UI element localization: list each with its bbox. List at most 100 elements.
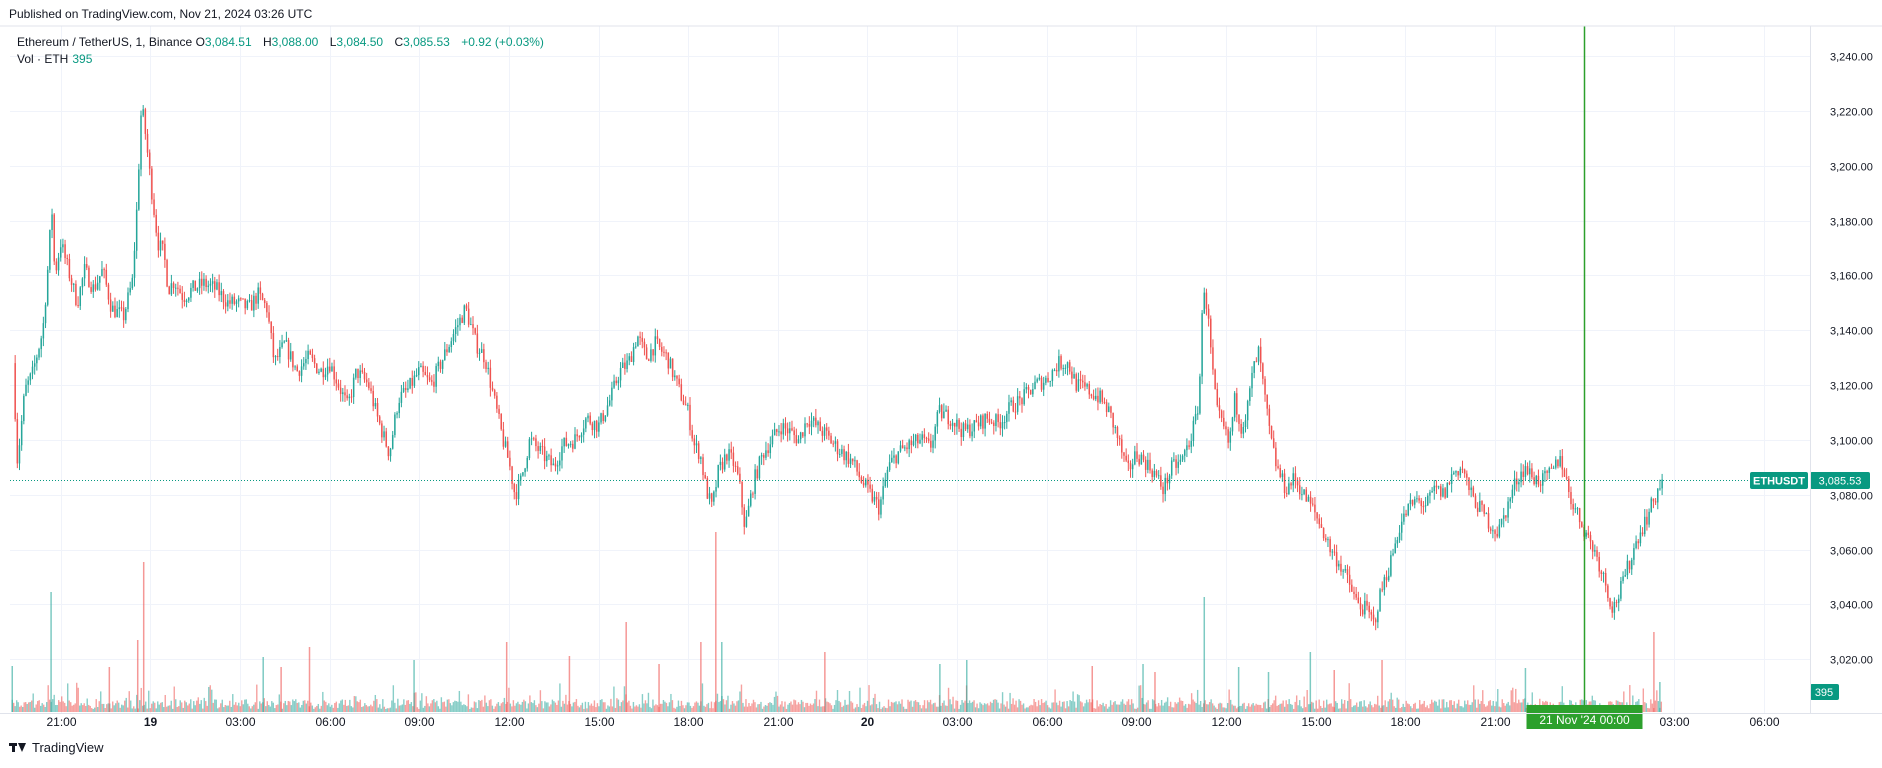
candle-body bbox=[1292, 473, 1294, 486]
volume-bar bbox=[1654, 700, 1657, 712]
candle-body bbox=[1244, 420, 1247, 427]
candle-body bbox=[639, 336, 641, 338]
volume-bar bbox=[1354, 705, 1356, 712]
candle-body bbox=[756, 469, 759, 479]
candle-body bbox=[1628, 560, 1631, 570]
volume-bar bbox=[56, 704, 58, 712]
volume-bar bbox=[385, 708, 387, 712]
volume-bar bbox=[130, 700, 132, 712]
candle-body bbox=[977, 422, 980, 427]
candle-body bbox=[1338, 563, 1340, 567]
candle-body bbox=[1019, 396, 1021, 399]
volume-bar bbox=[1369, 701, 1371, 712]
candle-body bbox=[23, 395, 25, 422]
candle-body bbox=[1307, 496, 1310, 502]
candle-body bbox=[533, 438, 535, 440]
candle-body bbox=[1262, 363, 1264, 379]
volume-bar bbox=[673, 707, 675, 712]
volume-bar bbox=[38, 700, 40, 712]
volume-bar bbox=[49, 699, 51, 712]
candle-body bbox=[1095, 395, 1097, 400]
volume-bar bbox=[746, 706, 749, 712]
candle-body bbox=[921, 434, 923, 440]
volume-bars bbox=[11, 532, 1663, 712]
candle-body bbox=[964, 423, 967, 430]
volume-bar bbox=[1274, 695, 1277, 712]
candle-body bbox=[582, 428, 585, 435]
candle-body bbox=[263, 299, 266, 304]
volume-bar bbox=[203, 697, 205, 712]
y-tick-label: 3,100.00 bbox=[1830, 436, 1873, 448]
volume-bar bbox=[433, 699, 435, 712]
candle-body bbox=[914, 434, 917, 442]
candle-body bbox=[1565, 476, 1568, 479]
candle-body bbox=[1587, 532, 1590, 536]
candle-body bbox=[747, 505, 750, 517]
candle-body bbox=[611, 387, 613, 401]
candle-body bbox=[1238, 414, 1240, 424]
volume-bar bbox=[226, 705, 228, 712]
volume-bar bbox=[442, 702, 444, 712]
volume-bar bbox=[980, 703, 983, 712]
candle-body bbox=[997, 414, 999, 423]
candle-body bbox=[1088, 384, 1091, 395]
candle-body bbox=[1207, 308, 1210, 319]
candle-body bbox=[543, 446, 546, 462]
volume-bar bbox=[1259, 704, 1262, 712]
candle-body bbox=[159, 240, 162, 251]
candle-body bbox=[411, 378, 414, 386]
candle-body bbox=[604, 415, 607, 421]
volume-bar bbox=[1256, 704, 1259, 712]
volume-bar bbox=[1407, 703, 1409, 712]
volume-bar bbox=[17, 702, 19, 712]
volume-bar bbox=[1241, 703, 1244, 712]
volume-bar bbox=[454, 700, 456, 712]
volume-bar bbox=[1425, 707, 1427, 712]
candle-body bbox=[1164, 477, 1166, 495]
volume-bar bbox=[415, 692, 417, 712]
volume-bar bbox=[250, 708, 252, 712]
volume-bar bbox=[275, 705, 277, 712]
volume-bar bbox=[665, 702, 668, 712]
volume-bar bbox=[592, 705, 594, 712]
candle-body bbox=[825, 427, 828, 431]
candle-body bbox=[606, 405, 609, 416]
volume-bar bbox=[482, 706, 485, 712]
volume-bar bbox=[446, 699, 449, 712]
symbol-title[interactable]: Ethereum / TetherUS, 1, Binance bbox=[17, 35, 193, 49]
candle-body bbox=[1555, 459, 1557, 468]
volume-bar bbox=[494, 706, 497, 712]
candle-body bbox=[927, 438, 930, 441]
volume-bar bbox=[713, 702, 716, 712]
volume-label[interactable]: Vol · ETH bbox=[17, 52, 69, 66]
candle-body bbox=[678, 378, 680, 385]
candle-body bbox=[133, 250, 136, 278]
volume-bar bbox=[539, 690, 542, 712]
candle-body bbox=[608, 400, 611, 406]
volume-bar bbox=[1492, 700, 1494, 712]
candle-body bbox=[613, 380, 615, 388]
candle-body bbox=[680, 384, 683, 401]
candle-body bbox=[782, 423, 785, 435]
volume-bar bbox=[1159, 705, 1161, 712]
volume-bar bbox=[47, 685, 49, 712]
candle-body bbox=[717, 465, 719, 488]
candle-body bbox=[1600, 571, 1603, 575]
volume-spike bbox=[108, 667, 111, 712]
candle-body bbox=[394, 414, 396, 435]
volume-bar bbox=[652, 699, 654, 712]
volume-bar bbox=[1495, 701, 1497, 712]
candle-body bbox=[1314, 504, 1316, 513]
volume-bar bbox=[368, 706, 371, 712]
volume-bar bbox=[1075, 707, 1077, 712]
volume-bar bbox=[737, 700, 740, 712]
volume-bar bbox=[1204, 700, 1206, 712]
volume-bar bbox=[959, 704, 962, 712]
volume-bar bbox=[89, 705, 91, 712]
volume-bar bbox=[314, 707, 317, 712]
volume-bar bbox=[304, 700, 306, 712]
volume-bar bbox=[496, 703, 498, 712]
volume-bar bbox=[1217, 703, 1220, 712]
volume-bar bbox=[1094, 708, 1097, 712]
